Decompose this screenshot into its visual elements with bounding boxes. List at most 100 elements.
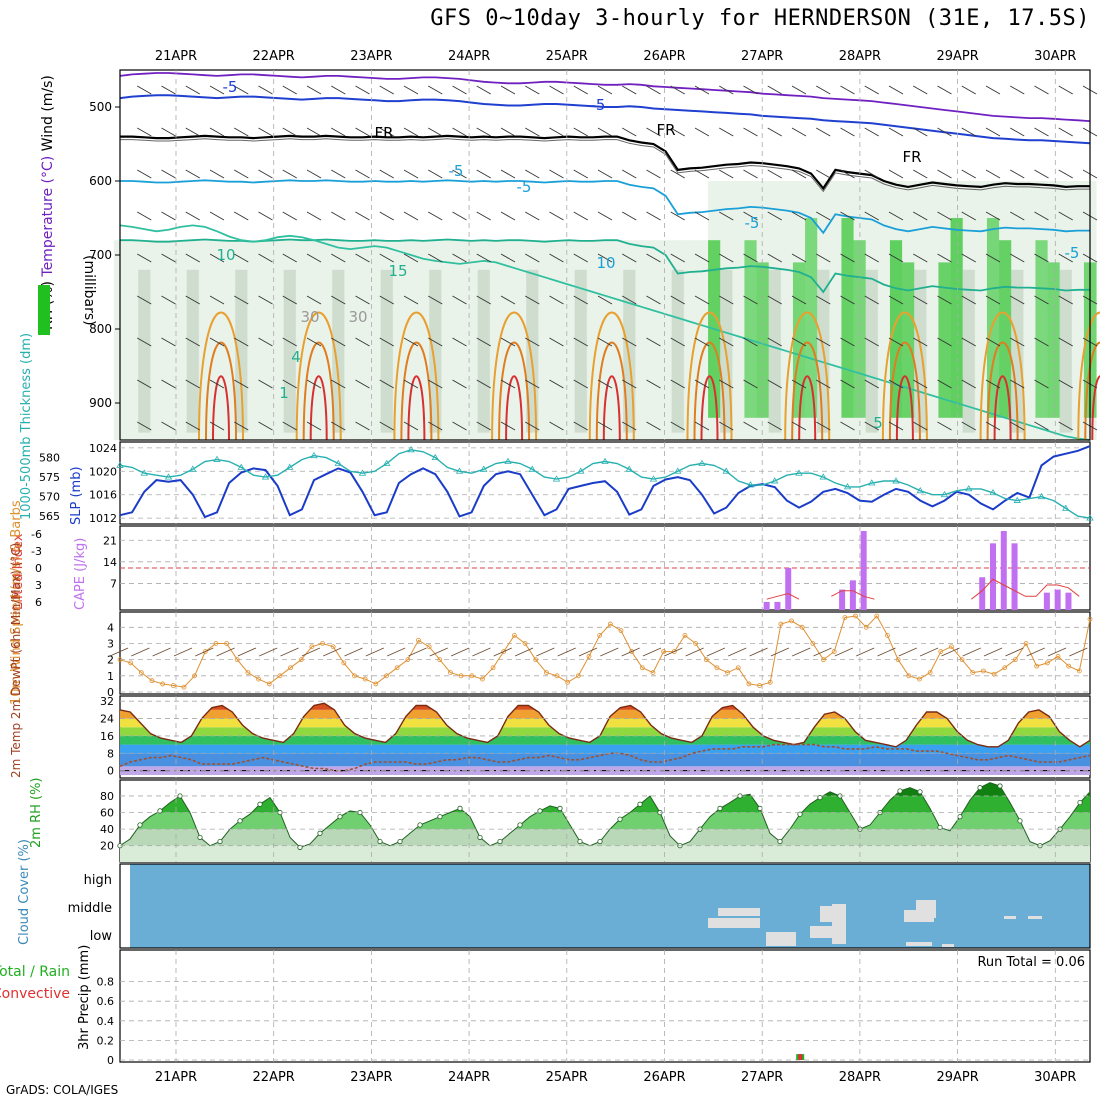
wind-speed-marker — [1044, 660, 1050, 666]
thickness-tick-label: 580 — [39, 452, 60, 465]
wind-barb — [403, 337, 419, 347]
wind-barb — [597, 85, 613, 95]
cloud-block — [916, 900, 936, 918]
wind-barb — [573, 169, 588, 179]
wind-barb — [694, 253, 710, 263]
wind-barb — [1058, 379, 1073, 389]
contour-lobe — [1091, 375, 1100, 441]
wind-barb — [452, 295, 467, 305]
wind-barb — [767, 253, 782, 263]
rh-cell — [1071, 181, 1085, 440]
rh-cell — [453, 240, 467, 440]
surface-wind-barb — [983, 647, 1003, 657]
wind-barb — [452, 379, 467, 389]
surface-wind-barb — [365, 647, 385, 657]
wind-barb — [185, 85, 200, 95]
wind-barb — [719, 211, 734, 221]
wind-barb — [670, 127, 685, 137]
date-label-top: 25APR — [546, 49, 588, 64]
li-tick-label: -3 — [31, 545, 42, 558]
wind-speed-marker — [586, 654, 592, 659]
rh-marker — [897, 788, 903, 794]
precip-tick-label: 0.4 — [97, 1015, 115, 1028]
wind-barb — [185, 169, 200, 179]
thickness-marker — [431, 453, 439, 461]
contour-label: 10 — [596, 254, 615, 272]
wind-barb — [525, 337, 540, 347]
wind-barb — [646, 253, 661, 263]
wind-barb — [549, 295, 564, 305]
rh-cell — [247, 240, 260, 440]
rh-cell — [550, 240, 564, 440]
wind-barb — [403, 169, 419, 179]
wind-barb — [573, 337, 588, 347]
rh-cell — [404, 240, 418, 440]
wind-barb — [646, 295, 661, 305]
wind-barb — [888, 85, 904, 95]
wind-barb — [694, 295, 710, 305]
rh-cell — [126, 240, 139, 440]
precip-tick-label: 0 — [107, 1054, 114, 1067]
wind-barb — [331, 379, 346, 389]
contour-label: 1 — [279, 384, 289, 402]
wind-barb — [985, 85, 1001, 95]
wind-barb — [525, 211, 540, 221]
wind-barb — [1010, 169, 1025, 179]
rh-marker — [477, 834, 483, 841]
wind-barb — [1034, 253, 1049, 263]
wind-ylabel: 10m Wind Speed (m/s) & Barbs — [9, 500, 24, 705]
wind-speed-marker — [277, 673, 283, 679]
wind-speed-marker — [416, 637, 421, 643]
wind-barb — [1034, 127, 1049, 137]
wind-barb — [961, 253, 976, 263]
wind-barb — [791, 253, 807, 263]
rh-marker — [957, 814, 963, 820]
cloud-ylabel: Cloud Cover (%) — [17, 839, 32, 945]
rh-band — [120, 829, 1090, 846]
precip-frame — [119, 949, 1091, 1063]
contour-line-freezing — [120, 134, 1090, 191]
wind-barb — [428, 127, 443, 137]
contour-lobe — [309, 375, 328, 441]
rh-cell — [611, 240, 624, 440]
wind-speed-marker — [714, 665, 720, 671]
surface-wind-barb — [877, 647, 896, 657]
wind-barb — [985, 337, 1001, 347]
wind-speed-marker — [746, 681, 752, 687]
wind-barb — [961, 211, 976, 221]
wind-barb — [791, 295, 807, 305]
wind-barb — [646, 379, 661, 389]
rh-cell — [598, 240, 612, 440]
cloud-block — [718, 908, 760, 916]
contour-lobe — [498, 341, 531, 441]
thickness-marker — [286, 463, 294, 470]
wind-barb — [840, 379, 855, 389]
wind-barb — [306, 127, 322, 137]
wind-barb — [209, 421, 225, 431]
wind-barb — [840, 421, 855, 431]
wind-speed-marker — [490, 665, 496, 671]
wind-barb — [185, 379, 200, 389]
rh-tick-label: 20 — [100, 840, 114, 853]
wind-barb — [840, 253, 855, 263]
wind-barb — [1010, 337, 1025, 347]
precip-tick-label: 0.2 — [97, 1034, 115, 1047]
contour-line — [120, 179, 1090, 235]
surface-wind-barb — [813, 647, 832, 657]
wind-barb — [937, 85, 952, 95]
wind-barb — [888, 211, 904, 221]
wind-barb — [500, 169, 516, 179]
wind-barb — [1010, 253, 1025, 263]
wind-barb — [913, 337, 928, 347]
surface-wind-barb — [1047, 647, 1067, 657]
wind-barb — [476, 379, 491, 389]
wind-speed-marker — [394, 665, 400, 671]
cloud-level-label: low — [90, 929, 113, 944]
wind-barb — [234, 85, 249, 95]
rh-cell-mid — [768, 269, 782, 433]
wind-barb — [694, 379, 710, 389]
rh-marker — [417, 822, 423, 828]
contour-label: 30 — [300, 308, 319, 326]
wind-barb — [500, 337, 516, 347]
wind-barb — [573, 253, 588, 263]
